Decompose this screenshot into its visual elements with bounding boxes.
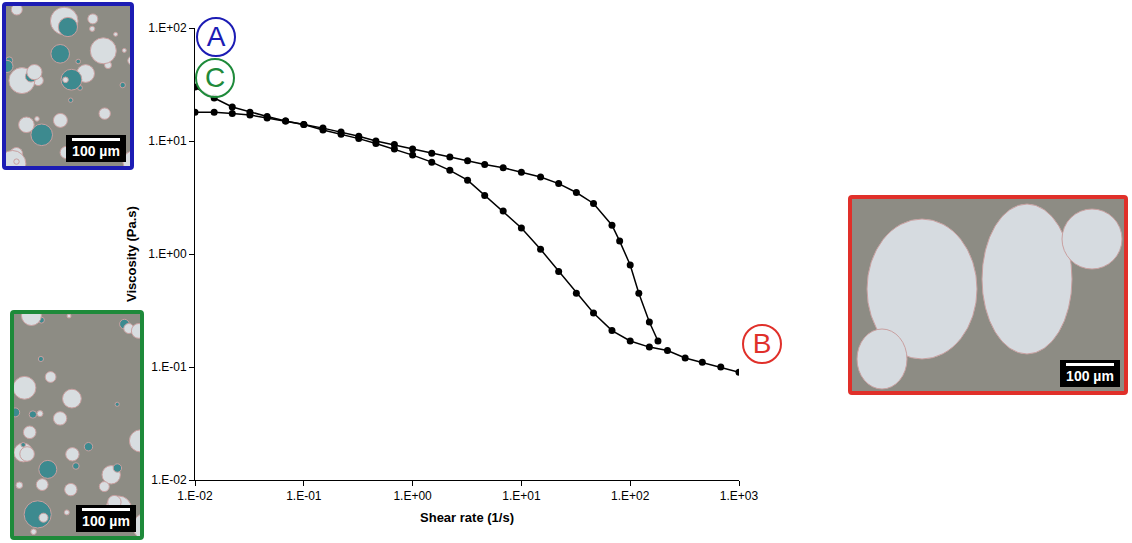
html-text:B: B <box>752 328 772 359</box>
svg-text:1.E+03: 1.E+03 <box>720 489 759 503</box>
svg-text:Shear rate (1/s): Shear rate (1/s) <box>420 510 514 525</box>
svg-text:1.E+00: 1.E+00 <box>148 247 187 261</box>
svg-text:1.E+02: 1.E+02 <box>611 489 650 503</box>
html-text:100 µm: 100 µm <box>72 143 120 159</box>
html-text:100 µm: 100 µm <box>82 513 130 529</box>
svg-text:1.E-01: 1.E-01 <box>286 489 322 503</box>
html-text:C: C <box>204 62 226 93</box>
html-text:A: A <box>206 21 226 52</box>
svg-text:1.E+01: 1.E+01 <box>148 134 187 148</box>
html-text:100 µm: 100 µm <box>1066 368 1114 384</box>
svg-text:Viscosity (Pa.s): Viscosity (Pa.s) <box>124 206 139 302</box>
svg-text:1.E+02: 1.E+02 <box>148 21 187 35</box>
svg-text:1.E-01: 1.E-01 <box>151 360 187 374</box>
svg-text:1.E+00: 1.E+00 <box>393 489 432 503</box>
svg-text:1.E-02: 1.E-02 <box>177 489 213 503</box>
svg-text:1.E+01: 1.E+01 <box>502 489 541 503</box>
svg-text:1.E-02: 1.E-02 <box>151 473 187 487</box>
